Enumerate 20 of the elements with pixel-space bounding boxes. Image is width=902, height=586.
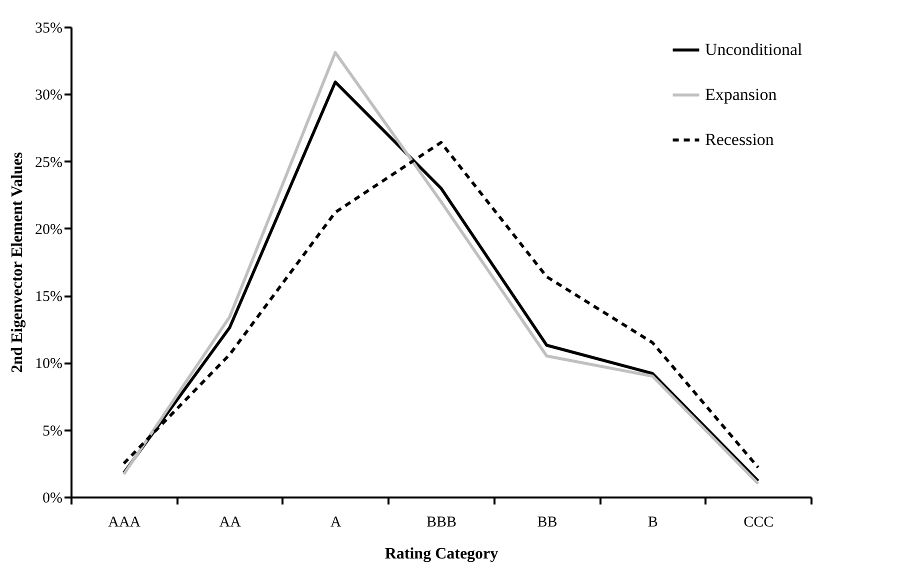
x-tick-label: BB xyxy=(537,514,558,530)
y-tick-label: 25% xyxy=(35,154,62,171)
x-tick-label: CCC xyxy=(744,514,774,530)
x-tick-label: B xyxy=(648,514,658,530)
y-axis-title: 2nd Eigenvector Element Values xyxy=(9,152,26,373)
x-tick-label: BBB xyxy=(426,514,457,530)
legend-label: Recession xyxy=(705,130,774,149)
y-tick-label: 0% xyxy=(42,490,62,506)
y-tick-label: 5% xyxy=(42,423,62,440)
x-tick-label: AA xyxy=(219,514,242,530)
y-tick-label: 15% xyxy=(35,289,62,306)
legend-label: Unconditional xyxy=(705,40,803,59)
y-tick-label: 35% xyxy=(35,20,62,36)
y-tick-label: 10% xyxy=(35,356,62,372)
x-axis-title: Rating Category xyxy=(384,546,498,562)
y-tick-label: 20% xyxy=(35,222,62,238)
x-tick-label: A xyxy=(330,514,342,530)
y-tick-label: 30% xyxy=(35,88,62,104)
legend-label: Expansion xyxy=(705,85,778,104)
x-tick-label: AAA xyxy=(108,514,141,530)
